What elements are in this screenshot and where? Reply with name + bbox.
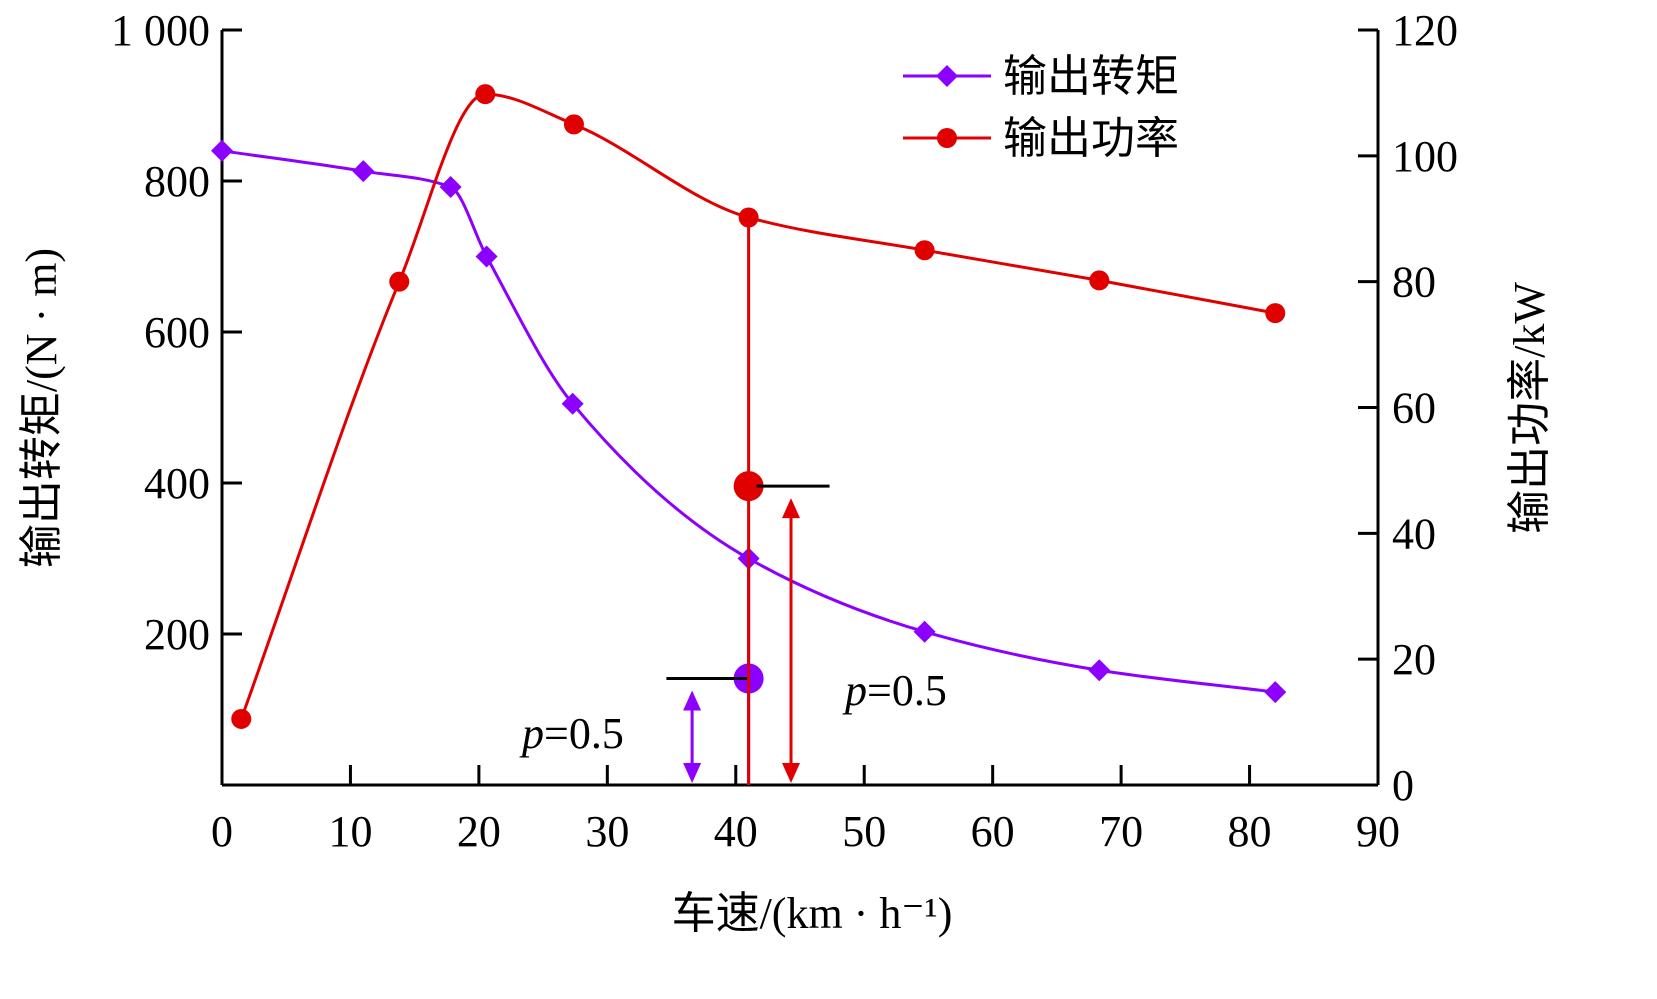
torque-point: [439, 176, 462, 199]
x-tick-label: 40: [714, 807, 758, 856]
arrow-head: [683, 690, 702, 711]
power-point: [1089, 270, 1110, 291]
y-left-tick-label: 200: [144, 610, 210, 659]
y-axis-title-left: 输出转矩/(N · m): [17, 248, 66, 568]
y-right-tick-label: 40: [1392, 509, 1436, 558]
legend-label: 输出功率: [1003, 114, 1179, 163]
y-axis-title-right: 输出功率/kW: [1505, 282, 1554, 534]
legend-label: 输出转矩: [1003, 52, 1179, 101]
legend-marker: [937, 128, 957, 148]
x-tick-label: 20: [457, 807, 501, 856]
probability-label: p=0.5: [842, 666, 947, 715]
x-axis-title: 车速/(km · h⁻¹): [672, 889, 953, 938]
arrow-head: [782, 763, 801, 783]
y-left-tick-label: 400: [144, 459, 210, 508]
power-point: [1265, 303, 1286, 324]
power-point: [563, 114, 584, 135]
x-tick-label: 30: [585, 807, 629, 856]
torque-point: [913, 620, 936, 643]
series-layer: [211, 84, 1287, 729]
power-point: [914, 240, 935, 261]
y-left-tick-label: 800: [144, 157, 210, 206]
annotation-layer: p=0.5p=0.5: [519, 217, 947, 785]
x-tick-label: 80: [1228, 807, 1272, 856]
torque-point: [211, 139, 233, 162]
y-left-tick-label: 600: [144, 308, 210, 357]
legend-marker: [936, 65, 958, 87]
torque-point: [1264, 681, 1287, 704]
probability-label: p=0.5: [519, 709, 624, 758]
probability-label-value: =0.5: [867, 666, 947, 715]
y-right-tick-label: 60: [1392, 384, 1436, 433]
axes: 0 10 20 30 40 50 60 70 80 90 200 400 600 800 1 000 0 20 4…: [17, 6, 1554, 938]
probability-label-symbol: p: [842, 666, 867, 715]
power-point: [475, 84, 496, 105]
power-point: [231, 708, 252, 729]
y-right-tick-label: 0: [1392, 761, 1414, 810]
y-right-tick-label: 80: [1392, 258, 1436, 307]
y-left-tick-label: 1 000: [111, 6, 210, 55]
x-tick-label: 90: [1356, 807, 1400, 856]
y-right-tick-label: 120: [1392, 6, 1458, 55]
x-tick-label: 0: [211, 807, 233, 856]
y-right-tick-label: 20: [1392, 635, 1436, 684]
x-tick-label: 10: [328, 807, 372, 856]
power-annotation-point: [733, 471, 764, 502]
power-point: [389, 271, 410, 292]
x-tick-label: 70: [1099, 807, 1143, 856]
probability-label-symbol: p: [519, 709, 544, 758]
y-right-tick-label: 100: [1392, 132, 1458, 181]
torque-point: [1088, 659, 1111, 682]
x-tick-label: 60: [971, 807, 1015, 856]
arrow-head: [782, 498, 801, 519]
series-line-power: [239, 92, 1276, 720]
torque-point: [352, 160, 375, 183]
x-tick-label: 50: [842, 807, 886, 856]
arrow-head: [683, 763, 702, 783]
torque-point: [475, 245, 498, 268]
torque-point: [561, 392, 584, 415]
probability-label-value: =0.5: [544, 709, 624, 758]
series-line-torque: [221, 149, 1276, 694]
